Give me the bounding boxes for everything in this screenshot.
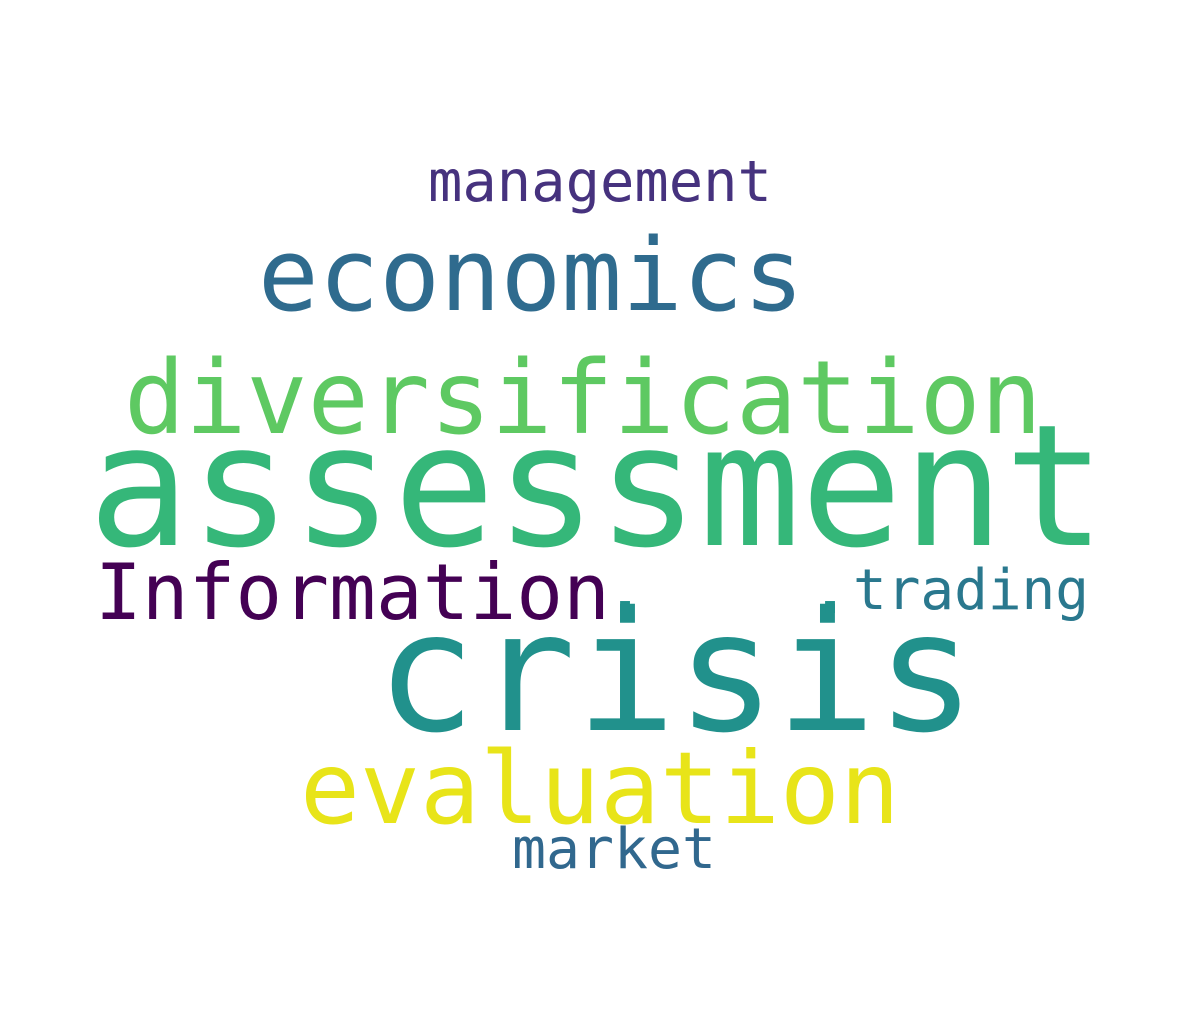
word-market: market (512, 817, 716, 883)
word-assessment: assessment (88, 388, 1106, 586)
word-management: management (428, 149, 772, 216)
dot-mark: . (806, 539, 855, 632)
word-economics: economics (258, 215, 804, 334)
dot-mark: . (601, 539, 650, 632)
word-crisis: crisis (376, 576, 976, 770)
word-evaluation: evaluation (300, 731, 900, 848)
word-diversification: diversification (124, 339, 1042, 458)
word-trading: trading (853, 557, 1089, 623)
word-information: Information (95, 547, 610, 638)
